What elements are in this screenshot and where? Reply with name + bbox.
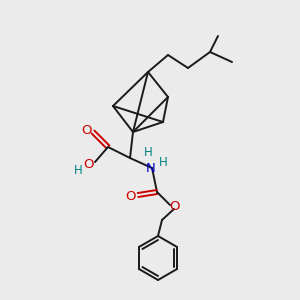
Text: N: N bbox=[146, 161, 156, 175]
Text: H: H bbox=[74, 164, 82, 176]
Text: H: H bbox=[159, 157, 167, 169]
Text: H: H bbox=[144, 146, 152, 158]
Text: O: O bbox=[84, 158, 94, 172]
Text: O: O bbox=[81, 124, 91, 136]
Text: O: O bbox=[126, 190, 136, 202]
Text: O: O bbox=[169, 200, 179, 212]
